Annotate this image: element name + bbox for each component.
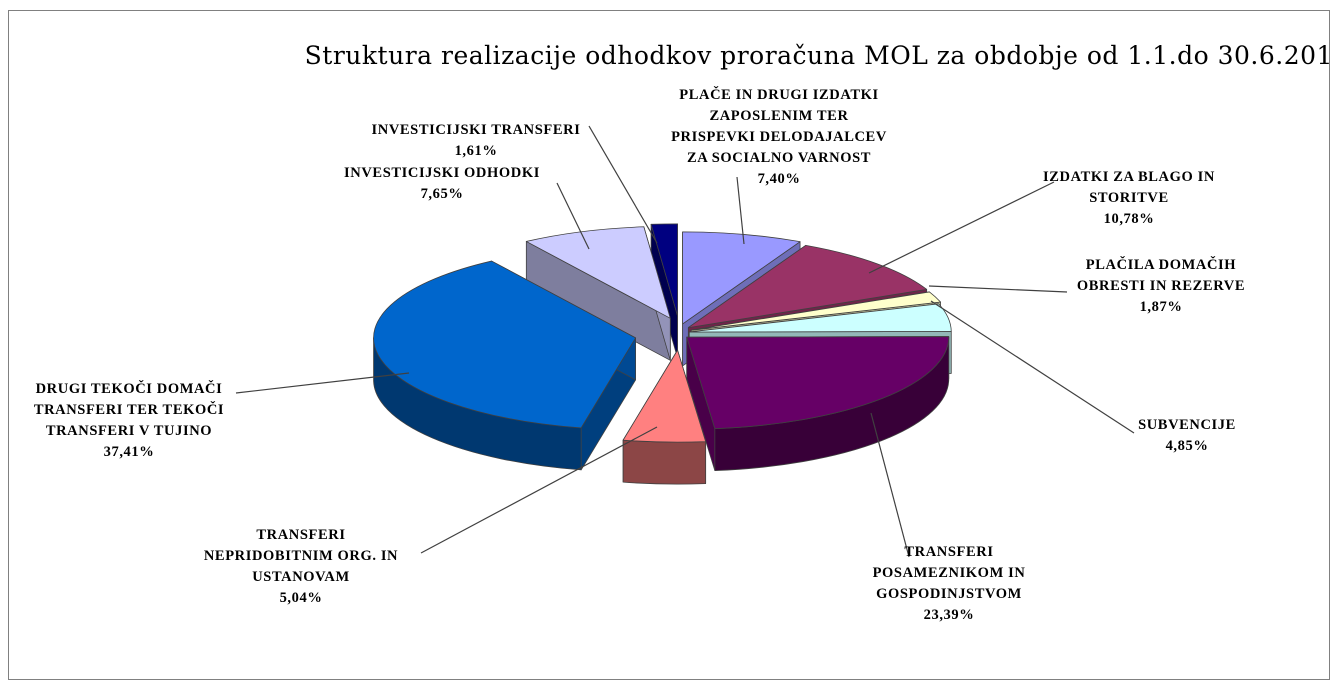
- slice-value-label: 10,78%: [1104, 211, 1155, 227]
- slice-label-line: INVESTICIJSKI TRANSFERI: [372, 122, 581, 138]
- slice-label-line: TRANSFERI TER TEKOČI: [34, 401, 224, 418]
- slice-label: TRANSFERI NEPRIDOBITNIM ORG. IN USTANOVAM 5…: [204, 527, 398, 606]
- pie-slice: [650, 223, 678, 359]
- slice-label: DRUGI TEKOČI DOMAČI TRANSFERI TER TEKOČI T…: [34, 380, 224, 460]
- slice-label-line: TRANSFERI: [256, 527, 345, 543]
- leader-line: [930, 300, 1135, 434]
- slice-label-line: TRANSFERI V TUJINO: [46, 423, 212, 439]
- slice-label-line: NEPRIDOBITNIM ORG. IN: [204, 548, 398, 564]
- slice-label-line: GOSPODINJSTVOM: [876, 586, 1022, 602]
- pie-slice-top: [690, 291, 941, 331]
- slice-value-label: 4,85%: [1166, 438, 1209, 454]
- slice-label-line: ZA SOCIALNO VARNOST: [687, 150, 871, 166]
- slice-labels: PLAČE IN DRUGI IZDATKI ZAPOSLENIM TER PRIS…: [34, 86, 1245, 623]
- slice-label: TRANSFERI POSAMEZNIKOM IN GOSPODINJSTVOM 23…: [873, 544, 1026, 623]
- slice-label-line: USTANOVAM: [252, 569, 350, 585]
- leader-line: [736, 176, 745, 245]
- pie-slice-top: [686, 336, 950, 430]
- slice-label-line: DRUGI TEKOČI DOMAČI: [36, 380, 223, 397]
- leader-line: [420, 426, 658, 554]
- slice-label-line: POSAMEZNIKOM IN: [873, 565, 1026, 581]
- chart-title: Struktura realizacije odhodkov proračuna…: [305, 41, 1329, 70]
- leader-line: [235, 372, 410, 394]
- slice-value-label: 7,40%: [758, 171, 801, 187]
- slice-label-line: TRANSFERI: [904, 544, 993, 560]
- slice-value-label: 7,65%: [421, 186, 464, 202]
- slice-label-line: SUBVENCIJE: [1138, 417, 1236, 433]
- pie-chart: Struktura realizacije odhodkov proračuna…: [34, 41, 1329, 623]
- pie-slice-top: [525, 226, 671, 319]
- pie-slice-rim: [622, 439, 707, 485]
- slice-label-line: PRISPEVKI DELODAJALCEV: [671, 129, 887, 145]
- slice-value-label: 1,87%: [1140, 299, 1183, 315]
- pie-slice-top: [622, 349, 707, 443]
- slice-label-line: ZAPOSLENIM TER: [709, 108, 848, 124]
- pie-slice-top: [687, 244, 928, 328]
- slice-label: PLAČE IN DRUGI IZDATKI ZAPOSLENIM TER PRIS…: [671, 86, 887, 187]
- leader-line: [928, 285, 1068, 293]
- pie-slice-top: [373, 260, 636, 429]
- pie-slice-top: [650, 223, 678, 317]
- pie-slice: [525, 226, 671, 361]
- leader-lines: [235, 125, 1135, 558]
- pie-slice: [622, 349, 707, 485]
- slice-value-label: 5,04%: [280, 590, 323, 606]
- slice-label: INVESTICIJSKI TRANSFERI 1,61%: [372, 122, 581, 159]
- slice-value-label: 37,41%: [104, 444, 155, 460]
- pie-slice-top: [688, 303, 952, 333]
- slice-label-line: STORITVE: [1089, 190, 1168, 206]
- leader-line: [870, 412, 910, 558]
- slice-label: IZDATKI ZA BLAGO IN STORITVE 10,78%: [1043, 169, 1215, 227]
- slice-label: PLAČILA DOMAČIH OBRESTI IN REZERVE 1,87%: [1077, 256, 1245, 315]
- slice-label-line: INVESTICIJSKI ODHODKI: [344, 165, 540, 181]
- slice-label-line: PLAČILA DOMAČIH: [1086, 256, 1237, 273]
- leader-line: [868, 181, 1055, 274]
- slice-label-line: IZDATKI ZA BLAGO IN: [1043, 169, 1215, 185]
- slice-label-line: OBRESTI IN REZERVE: [1077, 278, 1245, 294]
- leader-line: [588, 125, 658, 244]
- pie-slice: [373, 260, 636, 471]
- chart-frame: Struktura realizacije odhodkov proračuna…: [8, 10, 1330, 680]
- pie-slice: [686, 336, 950, 472]
- slice-label: INVESTICIJSKI ODHODKI 7,65%: [344, 165, 540, 202]
- leader-line: [556, 182, 590, 250]
- slice-value-label: 23,39%: [924, 607, 975, 623]
- slice-value-label: 1,61%: [455, 143, 498, 159]
- pie-slices: [373, 223, 952, 485]
- slice-label-line: PLAČE IN DRUGI IZDATKI: [679, 86, 878, 103]
- slice-label: SUBVENCIJE 4,85%: [1138, 417, 1236, 454]
